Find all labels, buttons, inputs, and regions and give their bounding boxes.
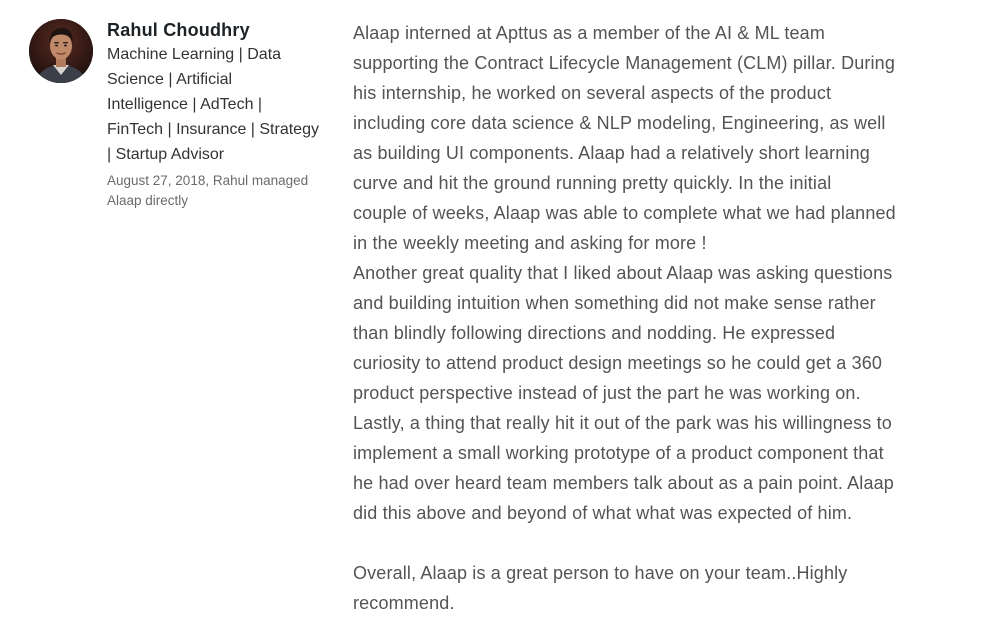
recommendation-text: Alaap interned at Apttus as a member of … (353, 18, 968, 618)
recommender-info: Rahul Choudhry Machine Learning | Data S… (107, 17, 337, 211)
recommendation-closing-paragraph: Overall, Alaap is a great person to have… (353, 563, 848, 613)
recommender-name-link[interactable]: Rahul Choudhry (107, 20, 250, 40)
recommendation-meta: August 27, 2018, Rahul managed Alaap dir… (107, 173, 309, 208)
profile-photo-icon (29, 19, 93, 83)
avatar[interactable] (29, 19, 93, 83)
recommendation-paragraph: Alaap interned at Apttus as a member of … (353, 23, 896, 523)
recommender-headline: Machine Learning | Data Science | Artifi… (107, 46, 319, 163)
